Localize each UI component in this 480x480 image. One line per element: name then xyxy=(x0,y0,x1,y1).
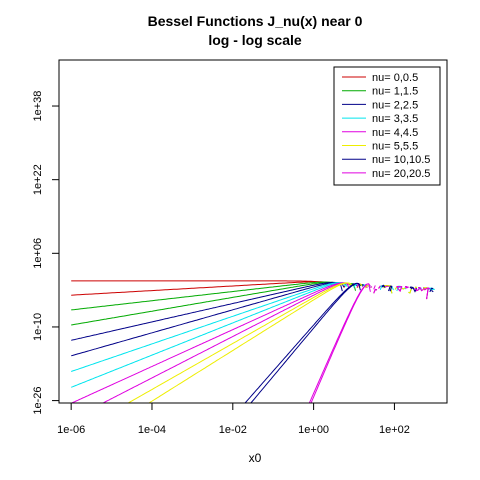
series-line-0-0 xyxy=(71,281,435,299)
series-line-2-1 xyxy=(71,282,434,357)
legend: nu= 0,0.5 nu= 1,1.5nu= 2,2.5 nu= 3,3.5 nu= … xyxy=(333,66,441,186)
series-line-2-0 xyxy=(71,281,434,341)
series-line-6-1 xyxy=(250,282,434,403)
series-line-4-0 xyxy=(71,283,435,404)
axes: 1e-06 1e-04 1e-02 1e+00 1e+02 1e-26 1e-10 1e+06… xyxy=(32,91,410,436)
series-line-5-0 xyxy=(71,283,435,436)
legend-entry-2: nu= 2,2.5 xyxy=(372,99,418,111)
chart-subtitle: log - log scale xyxy=(208,32,302,48)
series-line-6-0 xyxy=(244,282,434,403)
y-tick-label-1: 1e-10 xyxy=(32,313,44,341)
legend-entry-3: nu= 3,3.5 xyxy=(372,113,418,125)
legend-entry-0: nu= 0,0.5 xyxy=(372,72,418,84)
legend-box xyxy=(333,66,441,186)
y-tick-label-4: 1e+38 xyxy=(32,91,44,122)
y-tick-label-2: 1e+06 xyxy=(32,238,44,269)
x-axis-label: x0 xyxy=(249,451,262,465)
legend-entry-6: nu= 10,10.5 xyxy=(372,154,430,166)
x-tick-label-2: 1e-02 xyxy=(219,424,247,436)
plot-frame xyxy=(58,59,448,404)
legend-entry-7: nu= 20,20.5 xyxy=(372,168,430,180)
x-tick-label-3: 1e+00 xyxy=(298,424,329,436)
series-lines xyxy=(71,281,435,436)
x-tick-label-4: 1e+02 xyxy=(379,424,410,436)
chart-title: Bessel Functions J_nu(x) near 0 xyxy=(148,13,363,29)
series-line-5-1 xyxy=(148,282,427,403)
y-tick-label-0: 1e-26 xyxy=(32,387,44,415)
legend-entry-1: nu= 1,1.5 xyxy=(372,86,418,98)
y-tick-label-3: 1e+22 xyxy=(32,164,44,195)
x-tick-label-1: 1e-04 xyxy=(138,424,166,436)
x-tick-label-0: 1e-06 xyxy=(57,424,85,436)
legend-entry-4: nu= 4,4.5 xyxy=(372,127,418,139)
legend-entry-5: nu= 5,5.5 xyxy=(372,141,418,153)
